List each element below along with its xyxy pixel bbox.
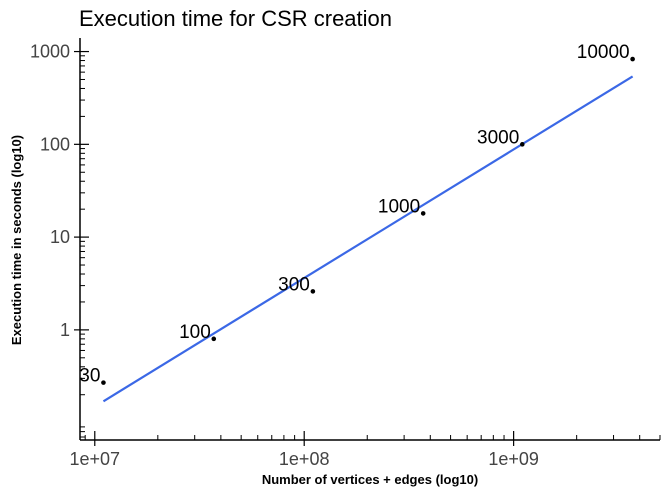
y-tick-label: 1	[60, 320, 70, 340]
points-group: 30 100 300 1000 3000 10000	[79, 42, 635, 387]
data-point	[310, 289, 316, 294]
y-axis-label: Execution time in seconds (log10)	[9, 135, 24, 345]
x-tick-label: 1e+08	[279, 449, 330, 469]
y-tick-label: 10	[50, 227, 70, 247]
point-label: 100	[179, 322, 211, 343]
point-label: 3000	[477, 127, 519, 148]
x-axis-label: Number of vertices + edges (log10)	[262, 472, 478, 487]
point-label: 10000	[577, 42, 630, 63]
y-tick-label: 100	[40, 134, 70, 154]
trendline	[102, 75, 634, 403]
data-point	[630, 56, 635, 62]
trendline-group	[102, 75, 634, 403]
point-label: 30	[79, 366, 100, 387]
data-point	[101, 380, 106, 385]
y-tick-label: 1000	[30, 42, 70, 62]
x-tick-label: 1e+09	[488, 449, 539, 469]
data-point	[211, 336, 217, 342]
data-point	[519, 142, 525, 147]
chart-title: Execution time for CSR creation	[79, 6, 392, 31]
point-label: 1000	[378, 196, 420, 217]
point-label: 300	[278, 274, 310, 295]
data-point	[420, 211, 426, 216]
axes: 1e+07 1e+08 1e+09 1 10 100 1000	[30, 38, 661, 469]
x-tick-label: 1e+07	[69, 449, 120, 469]
